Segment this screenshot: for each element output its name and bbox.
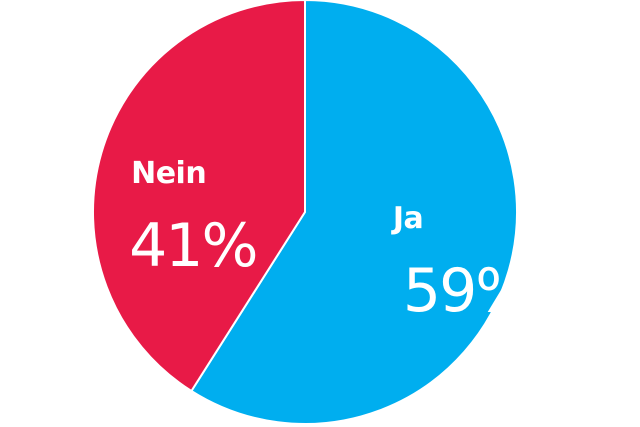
- slice-value-ja: 59%: [403, 256, 530, 326]
- pie-slice-ja: [190, 0, 518, 425]
- pie-slice-nein: [91, 0, 306, 392]
- pie-labels: Ja 59% Nein 41%: [129, 156, 532, 326]
- slice-label-ja: Ja: [391, 201, 423, 236]
- slice-value-nein: 41%: [129, 211, 256, 281]
- pie-slices: [91, 0, 518, 425]
- slice-label-nein: Nein: [131, 156, 206, 191]
